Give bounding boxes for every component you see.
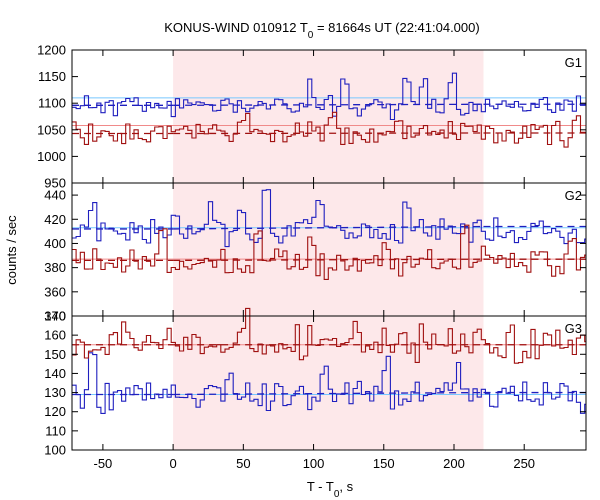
x-tick-label: -50 bbox=[93, 456, 112, 471]
panel-label: G2 bbox=[565, 188, 582, 203]
panel-frame bbox=[71, 315, 587, 451]
bg-dash-red-mid bbox=[173, 132, 484, 135]
y-tick-label: 340 bbox=[44, 309, 66, 324]
y-tick-label: 950 bbox=[44, 176, 66, 191]
y-tick-label: 150 bbox=[44, 347, 66, 362]
y-tick-label: 1150 bbox=[38, 69, 66, 84]
panel-label: G3 bbox=[565, 321, 582, 336]
x-tick-label: 250 bbox=[513, 456, 535, 471]
x-axis-label: T - T0, s bbox=[307, 479, 354, 500]
y-tick-label: 130 bbox=[44, 385, 66, 400]
y-tick-label: 1050 bbox=[37, 122, 66, 137]
y-tick-label: 1100 bbox=[38, 96, 66, 111]
y-tick-label: 110 bbox=[45, 423, 66, 438]
x-tick-label: 100 bbox=[303, 456, 325, 471]
x-tick-label: 200 bbox=[443, 456, 465, 471]
y-tick-label: 170 bbox=[44, 309, 66, 324]
chart-title-main: KONUS-WIND 010912 T bbox=[164, 20, 308, 35]
bg-dash-red-mid bbox=[173, 258, 484, 262]
x-axis-label-sub: 0 bbox=[334, 489, 340, 500]
y-tick-label: 160 bbox=[44, 328, 66, 343]
panel-g2: 340 360 380 400 420 440 G2 bbox=[44, 182, 587, 324]
series-blue bbox=[72, 352, 586, 414]
y-tick-label: 1200 bbox=[37, 43, 66, 58]
x-tick-label: 0 bbox=[169, 456, 176, 471]
panel-label: G1 bbox=[565, 55, 582, 70]
panel-g3: 100 110 120 130 140 150 160 170 G3 bbox=[44, 307, 587, 458]
x-tick-label: 150 bbox=[373, 456, 395, 471]
chart-title: KONUS-WIND 010912 T0 = 81664s UT (22:41:… bbox=[164, 20, 479, 41]
y-tick-label: 420 bbox=[44, 212, 66, 227]
chart-title-rest: = 81664s UT (22:41:04.000) bbox=[313, 20, 479, 35]
y-tick-label: 120 bbox=[44, 404, 66, 419]
plot-layer: 95010001050110011501200G1340360380400420… bbox=[37, 43, 587, 471]
y-tick-label: 360 bbox=[44, 284, 66, 299]
y-tick-label: 400 bbox=[44, 236, 66, 251]
y-tick-label: 1000 bbox=[37, 149, 66, 164]
bg-dash-blue-mid bbox=[173, 103, 484, 106]
y-tick-label: 100 bbox=[44, 443, 66, 458]
series-red bbox=[72, 224, 586, 280]
panel-g1: 950 1000 1050 1100 1150 1200 G1 bbox=[37, 43, 587, 191]
x-tick-label: 50 bbox=[236, 456, 250, 471]
series-red bbox=[72, 111, 586, 148]
y-axis-label: counts / sec bbox=[4, 215, 19, 285]
y-tick-label: 380 bbox=[44, 260, 66, 275]
bg-dash-blue-mid bbox=[173, 225, 484, 230]
y-tick-label: 440 bbox=[44, 188, 66, 203]
x-axis-label-rest: , s bbox=[339, 479, 353, 494]
bg-dash-blue-mid bbox=[173, 391, 484, 396]
x-axis-label-main: T - T bbox=[307, 479, 334, 494]
y-tick-label: 140 bbox=[44, 366, 66, 381]
chart-title-sub: 0 bbox=[308, 30, 314, 41]
